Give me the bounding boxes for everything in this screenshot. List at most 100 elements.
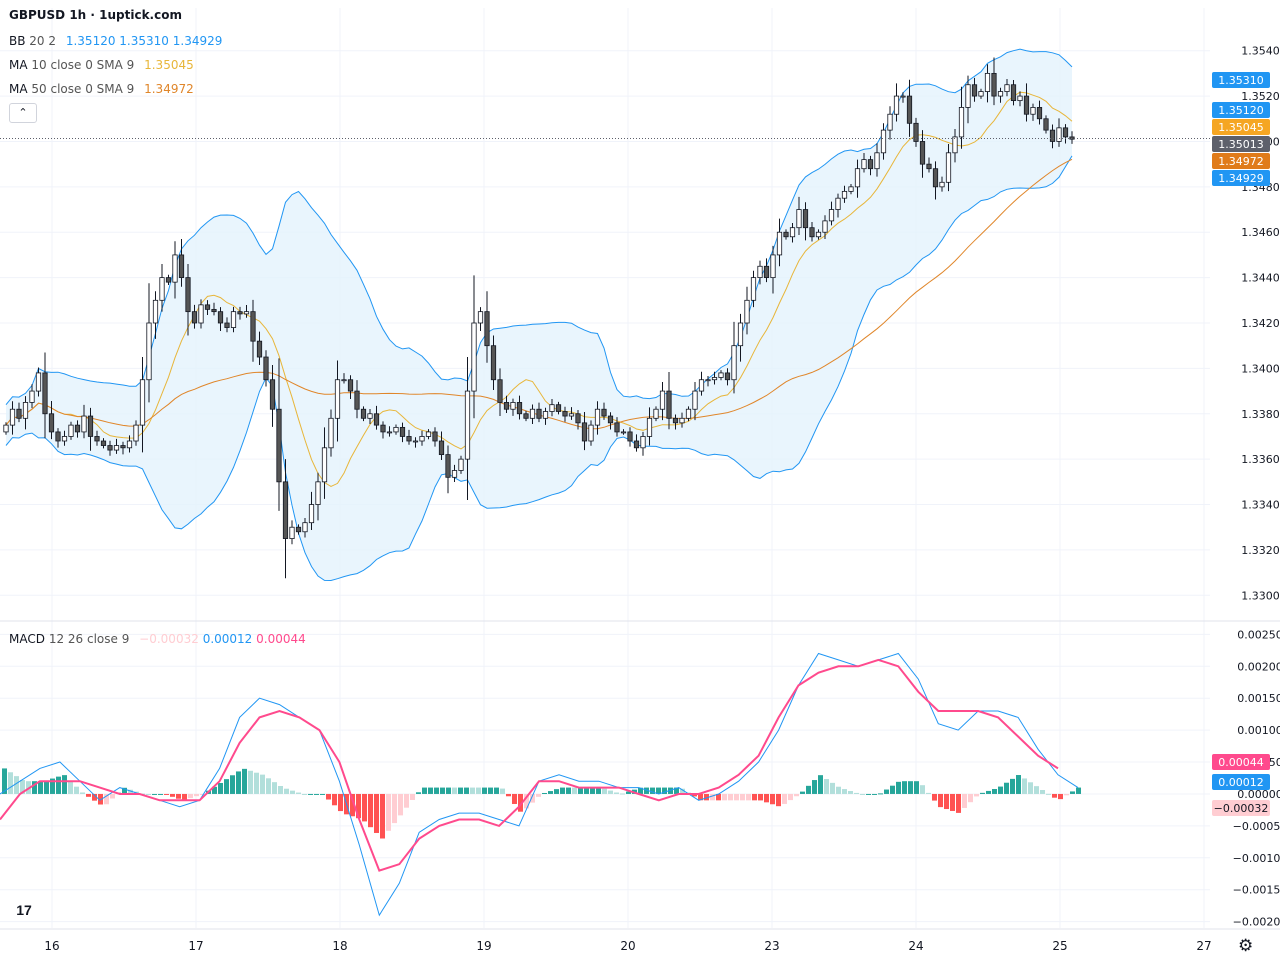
candle: [1049, 124, 1056, 149]
candle: [984, 64, 991, 103]
candle: [744, 286, 750, 335]
macd-histogram-bar: [746, 793, 751, 801]
candle: [646, 407, 653, 446]
candle-body: [217, 311, 224, 324]
macd-histogram-bar: [932, 793, 937, 801]
candle-body: [549, 404, 555, 412]
candle: [568, 407, 575, 420]
candle: [354, 380, 360, 419]
macd-histogram-bar: [680, 788, 685, 794]
candle: [731, 321, 737, 394]
candle-body: [1062, 127, 1069, 138]
candle: [406, 429, 412, 445]
macd-histogram-bar: [560, 787, 565, 794]
macd-histogram-bar: [146, 793, 151, 795]
macd-value-badge: [1212, 774, 1270, 790]
macd-histogram-bar: [722, 793, 727, 801]
macd-histogram-bar: [284, 788, 289, 794]
macd-histogram-bar: [734, 793, 739, 801]
gear-icon[interactable]: ⚙: [1238, 936, 1254, 956]
candle: [724, 368, 731, 386]
candle-body: [172, 254, 178, 283]
macd-value-badge: [1212, 754, 1270, 770]
macd-histogram-bar: [182, 793, 187, 801]
macd-histogram-bar: [14, 776, 19, 794]
macd-histogram-bar: [944, 793, 949, 810]
macd-histogram-bar: [968, 793, 973, 803]
macd-histogram-bar: [266, 778, 271, 794]
tradingview-logo-icon[interactable]: 17: [10, 900, 38, 920]
candle: [1043, 115, 1049, 134]
candle-body: [113, 445, 120, 451]
candle: [321, 427, 328, 499]
time-tick-label: 25: [1052, 939, 1067, 953]
candle-body: [841, 190, 848, 199]
candle: [536, 402, 542, 423]
candle-body: [705, 379, 711, 382]
macd-histogram-bar: [596, 787, 601, 794]
candle: [360, 406, 367, 422]
candle-body: [796, 209, 802, 229]
candle: [607, 412, 614, 430]
ma10-legend[interactable]: MA 10 close 0 SMA 9 1.35045: [9, 58, 194, 72]
candle: [484, 291, 490, 363]
macd-histogram-bar: [170, 793, 175, 797]
candle-body: [3, 424, 9, 433]
candle: [61, 430, 68, 446]
candle: [549, 399, 555, 417]
price-badge-label: 1.35310: [1218, 74, 1264, 87]
macd-hist-value: −0.00032: [139, 632, 199, 646]
macd-histogram-bar: [830, 782, 835, 794]
macd-histogram-bar: [290, 790, 295, 794]
price-badge: [1212, 170, 1270, 186]
candle-body: [1036, 107, 1043, 120]
macd-histogram-bar: [884, 789, 889, 794]
macd-histogram-bar: [710, 793, 715, 801]
macd-histogram-bar: [464, 787, 469, 794]
ma50-legend[interactable]: MA 50 close 0 SMA 9 1.34972: [9, 82, 194, 96]
candle: [620, 429, 627, 435]
candle-body: [237, 311, 243, 315]
macd-histogram-bar: [902, 781, 907, 794]
collapse-legend-button[interactable]: ⌃: [9, 103, 37, 123]
candle: [35, 367, 42, 397]
macd-histogram-bar: [152, 793, 157, 795]
macd-histogram-bar: [1064, 793, 1069, 796]
candle: [666, 372, 672, 430]
candle-body: [906, 95, 913, 124]
candle: [718, 370, 724, 381]
bb-legend[interactable]: BB 20 2 1.35120 1.35310 1.34929: [9, 34, 222, 48]
candle-body: [997, 91, 1004, 97]
candle-body: [776, 231, 783, 256]
candle: [152, 291, 159, 339]
macd-histogram-bar: [200, 793, 205, 795]
candle: [380, 421, 386, 439]
candle: [159, 264, 165, 312]
candle-body: [445, 454, 451, 478]
candle: [256, 331, 263, 365]
candle: [204, 300, 211, 316]
bb-legend-params: 20 2: [29, 34, 57, 48]
macd-histogram-bar: [950, 793, 955, 811]
candle: [705, 375, 711, 387]
candle-body: [965, 84, 971, 108]
candle-body: [321, 447, 328, 483]
candle: [347, 375, 354, 400]
macd-legend[interactable]: MACD 12 26 close 9 −0.00032 0.00012 0.00…: [9, 632, 306, 646]
candle-body: [490, 345, 497, 381]
candle-body: [984, 72, 991, 92]
macd-histogram-bar: [878, 793, 883, 795]
candle-body: [243, 311, 250, 315]
macd-histogram-bar: [80, 792, 85, 794]
macd-histogram-bar: [782, 793, 787, 804]
candle: [139, 357, 146, 453]
candle-body: [789, 227, 796, 238]
candle-body: [815, 231, 822, 238]
macd-histogram-bar: [614, 792, 619, 794]
macd-histogram: [2, 768, 1081, 839]
price-tick-label: 1.34400: [1241, 272, 1280, 285]
macd-histogram-bar: [68, 780, 73, 794]
macd-histogram-bar: [524, 793, 529, 809]
candle: [802, 202, 809, 241]
